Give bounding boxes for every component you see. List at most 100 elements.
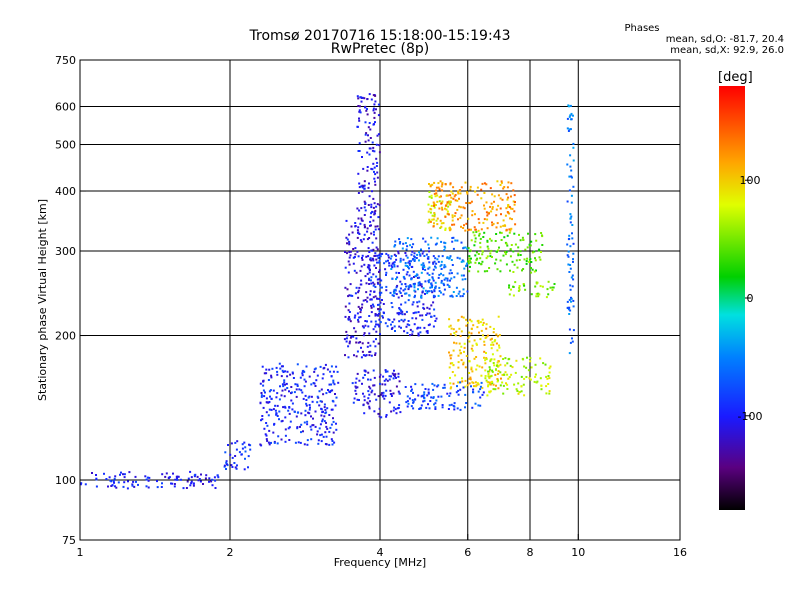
data-point xyxy=(377,114,380,117)
data-point xyxy=(568,105,571,108)
data-point xyxy=(484,362,487,365)
data-point xyxy=(358,150,361,152)
data-point xyxy=(470,366,473,369)
data-point xyxy=(377,314,380,317)
data-point xyxy=(366,108,368,110)
data-point xyxy=(411,303,414,306)
data-point xyxy=(458,327,461,330)
data-point xyxy=(335,428,338,431)
data-point xyxy=(449,269,452,272)
data-point xyxy=(405,310,408,313)
chart-title-line1: Tromsø 20170716 15:18:00-15:19:43 xyxy=(249,28,511,44)
data-point xyxy=(421,291,424,294)
data-point xyxy=(372,296,375,299)
data-point xyxy=(270,374,273,377)
data-point xyxy=(449,279,451,282)
data-point xyxy=(194,473,197,476)
data-point xyxy=(382,375,385,378)
data-point xyxy=(363,206,366,209)
x-tick-label: 8 xyxy=(527,546,534,559)
data-point xyxy=(267,401,270,404)
data-point xyxy=(267,441,270,444)
data-point xyxy=(401,313,404,316)
data-point xyxy=(367,186,370,189)
data-point xyxy=(349,254,352,257)
data-point xyxy=(500,377,502,380)
data-point xyxy=(496,268,499,271)
data-point xyxy=(479,241,482,244)
data-point xyxy=(275,366,278,369)
data-point xyxy=(400,294,403,297)
data-point xyxy=(373,166,376,169)
data-point xyxy=(570,112,573,115)
data-point xyxy=(458,290,461,293)
data-point xyxy=(355,337,358,340)
data-point xyxy=(410,385,413,388)
data-point xyxy=(280,394,283,397)
data-point xyxy=(450,354,453,357)
data-point xyxy=(424,240,427,243)
data-point xyxy=(514,281,517,284)
data-point xyxy=(476,364,479,367)
data-point xyxy=(416,276,419,279)
data-point xyxy=(382,311,385,314)
data-point xyxy=(480,329,483,332)
data-point xyxy=(517,246,520,249)
data-point xyxy=(518,288,521,291)
data-point xyxy=(417,394,420,397)
data-point xyxy=(483,218,486,221)
data-point xyxy=(404,252,407,254)
data-point xyxy=(344,354,346,357)
data-point xyxy=(376,225,379,228)
data-point xyxy=(364,133,367,136)
data-point xyxy=(509,217,512,220)
data-point xyxy=(161,482,163,485)
data-point xyxy=(399,411,402,414)
data-point xyxy=(480,374,483,377)
data-point xyxy=(265,438,268,441)
data-point xyxy=(368,405,371,408)
data-point xyxy=(366,151,369,154)
data-point xyxy=(360,279,363,282)
data-point xyxy=(427,388,430,391)
data-point xyxy=(375,157,378,160)
data-point xyxy=(431,272,434,275)
data-point xyxy=(427,256,430,258)
data-point xyxy=(483,356,485,359)
data-point xyxy=(358,286,361,289)
data-point xyxy=(448,202,451,205)
data-point xyxy=(378,298,381,300)
data-point xyxy=(400,318,403,321)
data-point xyxy=(325,435,328,438)
data-point xyxy=(95,474,97,476)
data-point xyxy=(384,369,387,372)
data-point xyxy=(369,216,372,219)
data-point xyxy=(402,289,405,292)
data-point xyxy=(344,266,347,269)
data-point xyxy=(389,291,392,294)
data-point xyxy=(370,98,373,101)
data-point xyxy=(479,404,482,407)
data-point xyxy=(534,257,536,260)
data-point xyxy=(391,266,394,269)
data-point xyxy=(361,186,364,189)
data-point xyxy=(330,423,333,426)
data-point xyxy=(440,268,443,270)
data-point xyxy=(368,271,371,274)
data-point xyxy=(345,340,348,343)
data-point xyxy=(327,389,329,391)
data-point xyxy=(192,484,195,487)
data-point xyxy=(348,340,351,343)
data-point xyxy=(434,402,437,405)
data-point xyxy=(468,372,471,374)
data-point xyxy=(567,238,570,241)
data-point xyxy=(111,484,114,487)
data-point xyxy=(434,266,437,269)
data-point xyxy=(385,274,387,276)
data-point xyxy=(566,117,569,120)
data-point xyxy=(406,395,409,398)
data-point xyxy=(348,318,351,321)
data-point xyxy=(182,487,185,490)
data-point xyxy=(263,427,266,430)
data-point xyxy=(569,267,572,270)
